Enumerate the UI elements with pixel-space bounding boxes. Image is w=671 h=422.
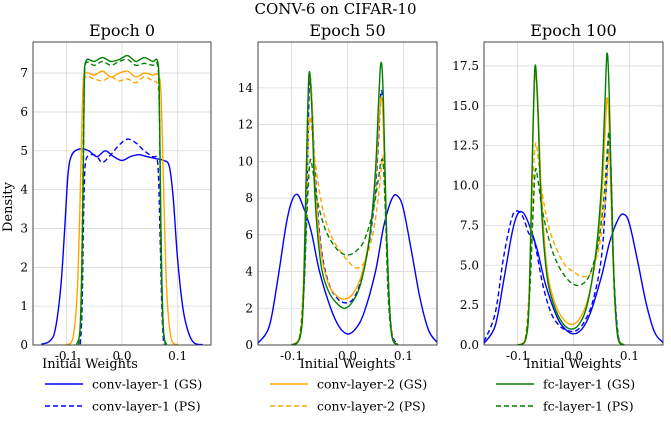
x-tick-label: 0.1 — [620, 349, 639, 363]
series-line-fc-layer-1-ps- — [519, 131, 625, 345]
x-tick-label: -0.1 — [280, 349, 303, 363]
legend-label: conv-layer-1 (GS) — [92, 377, 202, 392]
series-line-conv-layer-1-gs- — [41, 147, 203, 345]
y-tick-label: 4 — [20, 183, 28, 197]
x-tick-label: 0.1 — [168, 349, 187, 363]
y-tick-label: 2.5 — [460, 298, 479, 312]
y-tick-label: 0 — [20, 338, 28, 352]
legend-label: fc-layer-1 (PS) — [543, 399, 634, 414]
series-group — [258, 61, 437, 345]
panel-title: Epoch 0 — [89, 21, 155, 40]
y-tick-label: 17.5 — [452, 59, 479, 73]
series-line-fc-layer-1-ps- — [293, 158, 399, 345]
y-tick-label: 10.0 — [452, 179, 479, 193]
y-tick-label: 7 — [20, 66, 28, 80]
y-tick-label: 15.0 — [452, 99, 479, 113]
panel-2: 0.0 2.5 5.0 7.5 10.0 12.5 15.0 17.5 -0.1 0.0 0.1 Ep… — [452, 21, 664, 414]
figure-title: CONV-6 on CIFAR-10 — [255, 0, 417, 18]
x-axis-label: Initial Weights — [42, 357, 138, 372]
y-tick-label: 1 — [20, 299, 28, 313]
y-tick-label: 8 — [245, 191, 253, 205]
series-group — [41, 54, 203, 345]
x-tick-label: -0.1 — [506, 349, 529, 363]
x-tick-label: -0.1 — [55, 349, 78, 363]
y-tick-label: 5 — [20, 144, 28, 158]
y-tick-label: 2 — [20, 260, 28, 274]
y-tick-label: 2 — [245, 301, 253, 315]
panel-0: 0 1 2 3 4 5 6 7 -0.1 0.0 0.1 Epoch 0 Initial Weights… — [20, 21, 212, 414]
x-tick-label: 0.0 — [112, 349, 131, 363]
y-tick-label: 14 — [238, 81, 254, 95]
series-group — [484, 52, 663, 345]
panel-title: Epoch 50 — [309, 21, 385, 40]
y-tick-label: 0.0 — [460, 338, 479, 352]
y-tick-label: 6 — [245, 228, 253, 242]
legend-label: fc-layer-1 (GS) — [543, 377, 635, 392]
legend-label: conv-layer-1 (PS) — [92, 399, 201, 414]
x-axis-label: Initial Weights — [300, 357, 396, 372]
axes-frame — [257, 41, 438, 346]
y-tick-label: 6 — [20, 105, 28, 119]
y-tick-label: 7.5 — [460, 218, 479, 232]
panel-title: Epoch 100 — [530, 21, 616, 40]
x-tick-label: 0.1 — [394, 349, 413, 363]
series-line-fc-layer-1-gs- — [291, 61, 399, 345]
legend-label: conv-layer-2 (GS) — [317, 377, 427, 392]
series-line-fc-layer-1-gs- — [75, 54, 168, 345]
x-axis-label: Initial Weights — [526, 357, 622, 372]
series-line-fc-layer-1-ps- — [77, 58, 167, 345]
y-tick-label: 12 — [238, 118, 253, 132]
series-line-fc-layer-1-gs- — [517, 52, 625, 345]
y-tick-label: 10 — [238, 154, 253, 168]
y-tick-label: 4 — [245, 265, 253, 279]
series-line-conv-layer-1-gs- — [484, 210, 663, 344]
y-tick-label: 3 — [20, 221, 28, 235]
y-tick-label: 12.5 — [452, 139, 479, 153]
x-tick-label: 0.0 — [564, 349, 583, 363]
panel-1: 0 2 4 6 8 10 12 14 -0.1 0.0 0.1 Epoch 50 Initial Wei… — [238, 21, 438, 414]
y-tick-label: 5.0 — [460, 258, 479, 272]
series-line-conv-layer-1-gs- — [258, 193, 437, 344]
series-line-conv-layer-1-ps- — [79, 138, 165, 345]
axes-frame — [32, 41, 212, 346]
series-line-conv-layer-2-gs- — [65, 70, 179, 345]
y-axis-label: Density — [1, 181, 16, 232]
y-tick-label: 0 — [245, 338, 253, 352]
legend-label: conv-layer-2 (PS) — [317, 399, 426, 414]
x-tick-label: 0.0 — [338, 349, 357, 363]
axes-frame — [483, 41, 664, 346]
